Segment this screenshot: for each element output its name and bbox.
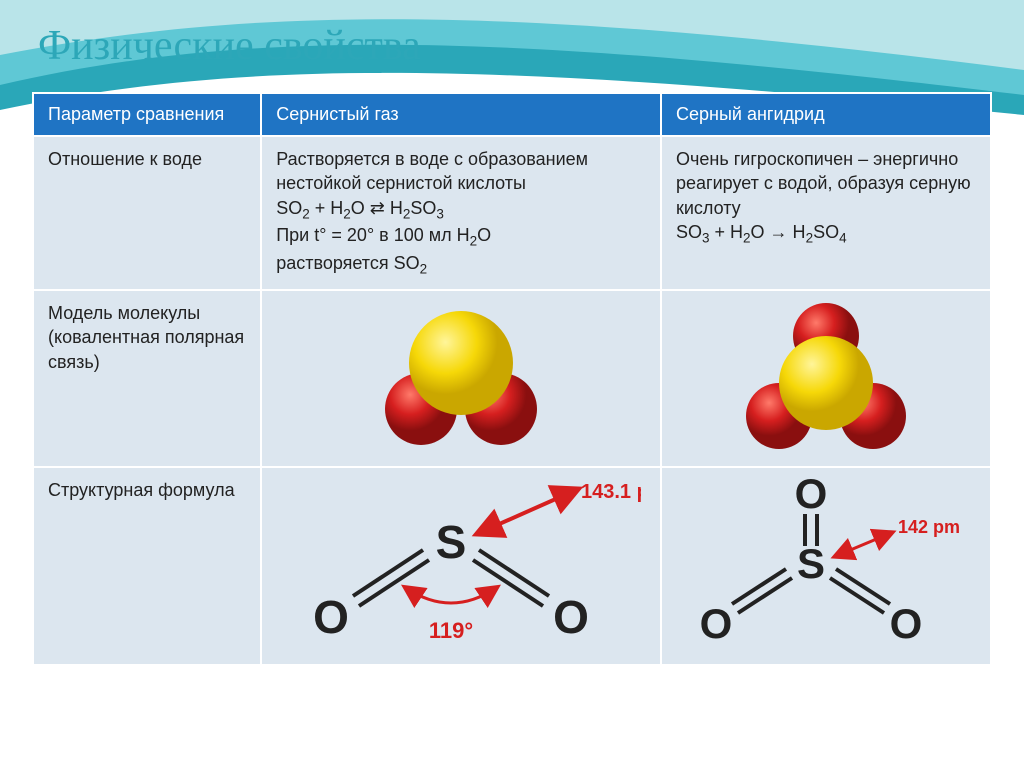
label-water: Отношение к воде xyxy=(33,136,261,290)
eq-part: SO xyxy=(410,198,436,218)
eq-part: растворяется SO xyxy=(276,253,419,273)
header-so2: Сернистый газ xyxy=(261,93,661,136)
cell-model-so2 xyxy=(261,290,661,467)
svg-text:S: S xyxy=(797,540,825,587)
eq-part: SO xyxy=(676,222,702,242)
cell-struct-so2: 143.1 pm S O O 119° xyxy=(261,467,661,665)
row-model: Модель молекулы (ковалентная полярная св… xyxy=(33,290,991,467)
table-header-row: Параметр сравнения Сернистый газ Серный … xyxy=(33,93,991,136)
header-so3: Серный ангидрид xyxy=(661,93,991,136)
cell-water-so3: Очень гигроскопичен – энергично реагируе… xyxy=(661,136,991,290)
so2-water-text: Растворяется в воде с образованием несто… xyxy=(276,149,588,193)
eq-part: При t° = 20° в 100 мл H xyxy=(276,225,469,245)
so2-structure-icon: 143.1 pm S O O 119° xyxy=(281,478,641,648)
svg-text:S: S xyxy=(436,516,467,568)
header-param: Параметр сравнения xyxy=(33,93,261,136)
row-struct: Структурная формула 143.1 pm S O O xyxy=(33,467,991,665)
so2-molecule-icon xyxy=(366,301,556,451)
eq-part: O xyxy=(477,225,491,245)
svg-text:O: O xyxy=(553,591,589,643)
svg-text:O: O xyxy=(890,600,923,647)
eq-part: SO xyxy=(813,222,839,242)
svg-text:O: O xyxy=(795,478,828,517)
cell-struct-so3: S O O O 142 pm xyxy=(661,467,991,665)
row-water: Отношение к воде Растворяется в воде с о… xyxy=(33,136,991,290)
slide-title: Физические свойства xyxy=(0,0,1024,70)
so3-water-text: Очень гигроскопичен – энергично реагируе… xyxy=(676,149,971,218)
eq-part: O → H xyxy=(751,222,806,242)
svg-text:O: O xyxy=(313,591,349,643)
so3-structure-icon: S O O O 142 pm xyxy=(676,478,976,648)
label-struct: Структурная формула xyxy=(33,467,261,665)
svg-text:O: O xyxy=(700,600,733,647)
eq-part: + H xyxy=(710,222,744,242)
bond-so2-label: 143.1 pm xyxy=(581,481,641,503)
eq-part: O ⇄ H xyxy=(351,198,403,218)
cell-water-so2: Растворяется в воде с образованием несто… xyxy=(261,136,661,290)
angle-so2-label: 119° xyxy=(429,618,473,643)
eq-part: + H xyxy=(310,198,344,218)
eq-part: SO xyxy=(276,198,302,218)
label-model: Модель молекулы (ковалентная полярная св… xyxy=(33,290,261,467)
bond-so3-label: 142 pm xyxy=(898,517,960,537)
cell-model-so3 xyxy=(661,290,991,467)
comparison-table: Параметр сравнения Сернистый газ Серный … xyxy=(32,92,992,666)
so3-molecule-icon xyxy=(731,301,921,456)
